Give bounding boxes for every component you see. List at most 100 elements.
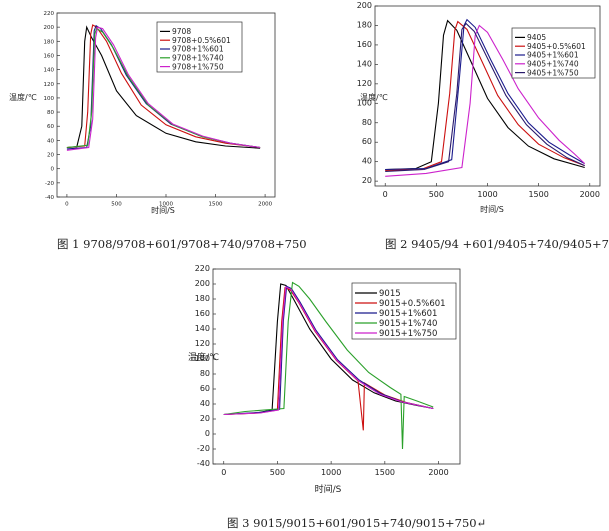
y-tick-label: 40 xyxy=(47,138,54,144)
series-line-1 xyxy=(223,283,434,416)
y-tick-label: -40 xyxy=(45,195,54,201)
series-line-5 xyxy=(66,26,261,151)
caption-figure-2: 图 2 9405/94 +601/9405+740/9405+750↵ xyxy=(385,237,609,251)
series-line-2 xyxy=(66,24,261,149)
y-tick-label: -40 xyxy=(197,459,210,468)
legend-label: 9015 xyxy=(379,289,401,299)
y-axis-title: 温度/℃ xyxy=(9,92,37,102)
y-tick-label: 140 xyxy=(195,324,210,333)
legend-label: 9405+0.5%601 xyxy=(527,42,586,51)
caption-figure-3: 图 3 9015/9015+601/9015+740/9015+750↵ xyxy=(227,516,487,530)
y-tick-label: 100 xyxy=(195,354,210,363)
x-tick-label: 0 xyxy=(383,190,388,199)
legend-label: 9015+0.5%601 xyxy=(379,299,446,309)
x-tick-label: 2000 xyxy=(258,202,272,208)
x-tick-label: 500 xyxy=(429,190,444,199)
y-tick-label: 60 xyxy=(200,384,210,393)
legend-label: 9708+1%601 xyxy=(172,45,224,54)
y-tick-label: 160 xyxy=(357,40,372,49)
series-line-2 xyxy=(385,20,585,171)
y-tick-label: 20 xyxy=(200,414,210,423)
x-axis-title: 时间/S xyxy=(480,204,504,214)
legend-label: 9405+1%750 xyxy=(527,68,579,77)
chart-3: -40 -20 0 20 40 60 80 100 120 140 160 180 200 220 0 500… xyxy=(188,264,461,495)
y-tick-label: 80 xyxy=(362,118,372,127)
series-line-5 xyxy=(385,22,585,172)
y-tick-label: -20 xyxy=(45,181,54,187)
y-tick-label: -20 xyxy=(197,444,210,453)
y-tick-label: 60 xyxy=(47,124,54,130)
legend-label: 9405+1%740 xyxy=(527,59,579,68)
legend: 97089708+0.5%6019708+1%6019708+1%7409708… xyxy=(156,21,243,73)
x-tick-label: 0 xyxy=(65,202,69,208)
y-tick-label: 200 xyxy=(195,279,210,288)
y-tick-label: 220 xyxy=(195,264,210,273)
x-tick-label: 1000 xyxy=(321,468,341,477)
x-tick-label: 2000 xyxy=(580,190,600,199)
series-line-5 xyxy=(223,286,434,416)
y-tick-label: 120 xyxy=(195,339,210,348)
series-line-3 xyxy=(385,18,585,171)
x-tick-label: 1500 xyxy=(528,190,548,199)
x-tick-label: 500 xyxy=(270,468,285,477)
legend-label: 9708 xyxy=(172,27,191,36)
x-axis-title: 时间/S xyxy=(315,483,342,495)
y-tick-label: 20 xyxy=(362,176,372,185)
plot-frame xyxy=(212,268,461,465)
series-line-1 xyxy=(66,25,261,149)
legend-label: 9405 xyxy=(527,33,546,42)
y-tick-label: 60 xyxy=(362,137,372,146)
y-tick-label: 80 xyxy=(200,369,210,378)
series-line-4 xyxy=(66,27,261,149)
x-tick-label: 1000 xyxy=(477,190,497,199)
x-tick-label: 2000 xyxy=(428,468,448,477)
y-tick-label: 220 xyxy=(44,11,55,17)
y-tick-label: 180 xyxy=(357,20,372,29)
y-tick-label: 180 xyxy=(44,39,55,45)
legend-label: 9015+1%750 xyxy=(379,329,437,339)
x-tick-label: 1000 xyxy=(159,202,173,208)
legend-label: 9708+1%750 xyxy=(172,62,224,71)
y-tick-label: 140 xyxy=(357,59,372,68)
y-tick-label: 200 xyxy=(357,1,372,10)
series-line-1 xyxy=(385,19,585,171)
legend-label: 9708+0.5%601 xyxy=(172,36,231,45)
y-tick-label: 120 xyxy=(357,79,372,88)
series-line-4 xyxy=(223,281,434,450)
legend: 90159015+0.5%6019015+1%6019015+1%7409015… xyxy=(351,282,457,340)
y-tick-label: 40 xyxy=(200,399,210,408)
y-tick-label: 140 xyxy=(44,68,55,74)
y-tick-label: 120 xyxy=(44,82,55,88)
y-tick-label: 0 xyxy=(51,167,55,173)
legend-label: 9015+1%740 xyxy=(379,319,437,329)
legend-label: 9015+1%601 xyxy=(379,309,437,319)
y-tick-label: 200 xyxy=(44,25,55,31)
x-tick-label: 1500 xyxy=(209,202,223,208)
chart-1: -40 -20 0 20 40 60 80 100 120 140 160 180 200 220 0 500… xyxy=(9,11,276,215)
legend-box xyxy=(351,282,457,340)
y-tick-label: 160 xyxy=(44,53,55,59)
y-tick-label: 0 xyxy=(205,429,210,438)
caption-figure-1: 图 1 9708/9708+601/9708+740/9708+750 xyxy=(57,237,307,251)
x-tick-label: 0 xyxy=(221,468,226,477)
y-tick-label: 100 xyxy=(357,98,372,107)
y-tick-label: 180 xyxy=(195,294,210,303)
y-tick-label: 80 xyxy=(47,110,54,116)
y-tick-label: 160 xyxy=(195,309,210,318)
legend-box xyxy=(156,21,243,73)
legend-box xyxy=(511,27,596,79)
y-axis-title: 温度/℃ xyxy=(360,92,388,102)
legend-label: 9405+1%601 xyxy=(527,51,579,60)
legend-label: 9708+1%740 xyxy=(172,53,224,62)
series-line-4 xyxy=(385,24,586,177)
y-tick-label: 20 xyxy=(47,153,54,159)
y-tick-label: 40 xyxy=(362,157,372,166)
legend: 94059405+0.5%6019405+1%6019405+1%7409405… xyxy=(511,27,596,79)
y-tick-label: 100 xyxy=(44,96,55,102)
x-tick-label: 500 xyxy=(111,202,122,208)
x-tick-label: 1500 xyxy=(375,468,395,477)
x-axis-title: 时间/S xyxy=(151,205,175,215)
y-axis-title: 温度/℃ xyxy=(188,351,219,363)
